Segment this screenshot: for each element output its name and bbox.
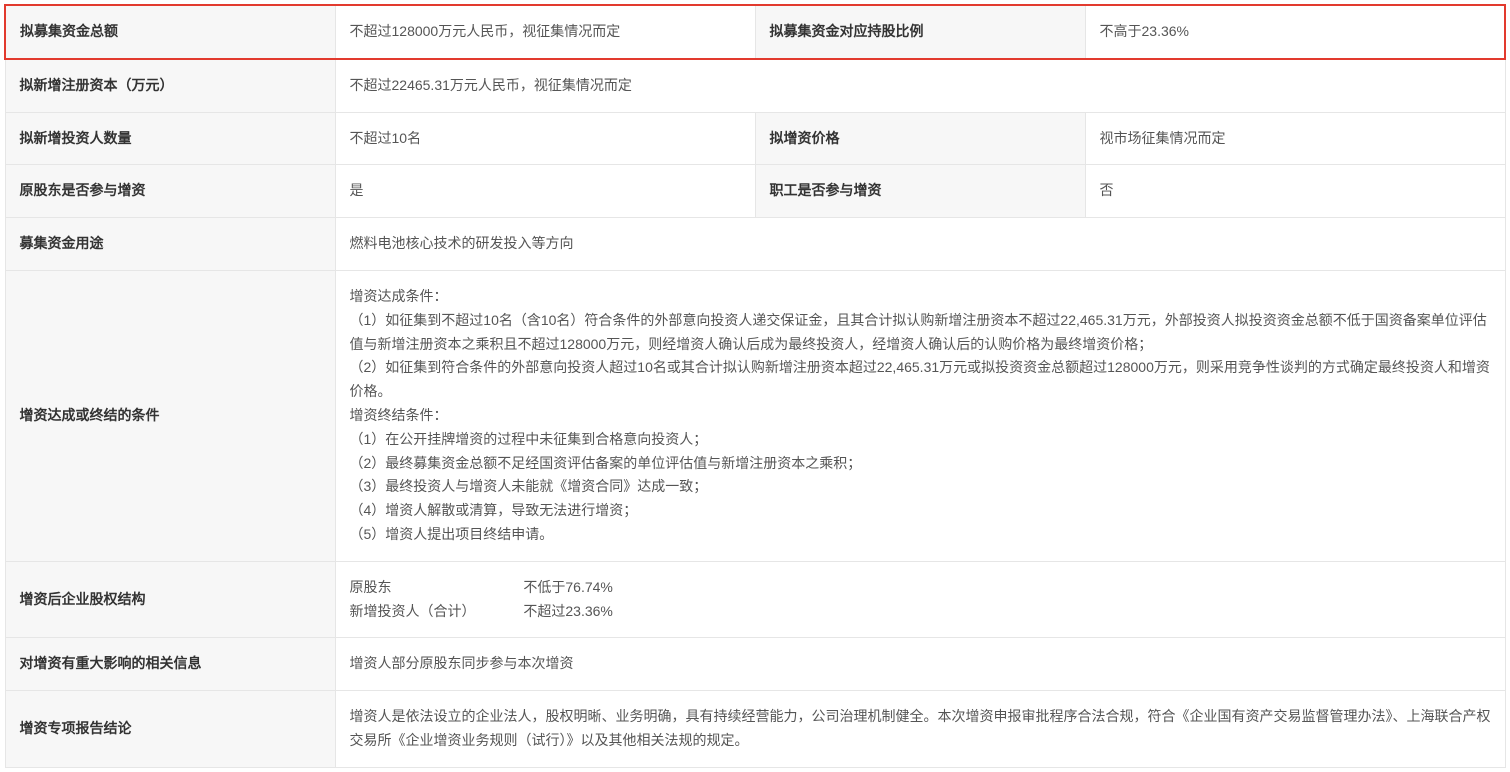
value-report-conclusion: 增资人是依法设立的企业法人，股权明晰、业务明确，具有持续经营能力，公司治理机制健… — [335, 691, 1505, 768]
label-orig-shareholder: 原股东是否参与增资 — [5, 165, 335, 218]
value-price: 视市场征集情况而定 — [1085, 112, 1505, 165]
value-conditions: 增资达成条件： （1）如征集到不超过10名（含10名）符合条件的外部意向投资人递… — [335, 270, 1505, 561]
info-table: 拟募集资金总额 不超过128000万元人民币，视征集情况而定 拟募集资金对应持股… — [4, 4, 1506, 768]
label-major-info: 对增资有重大影响的相关信息 — [5, 638, 335, 691]
label-investor-count: 拟新增投资人数量 — [5, 112, 335, 165]
row-fund-usage: 募集资金用途 燃料电池核心技术的研发投入等方向 — [5, 218, 1505, 271]
value-fund-usage: 燃料电池核心技术的研发投入等方向 — [335, 218, 1505, 271]
row-new-registered-capital: 拟新增注册资本（万元） 不超过22465.31万元人民币，视征集情况而定 — [5, 59, 1505, 112]
label-report-conclusion: 增资专项报告结论 — [5, 691, 335, 768]
equity-new-label: 新增投资人（合计） — [350, 600, 520, 624]
label-equity-structure: 增资后企业股权结构 — [5, 561, 335, 638]
label-new-capital: 拟新增注册资本（万元） — [5, 59, 335, 112]
label-share-ratio: 拟募集资金对应持股比例 — [755, 5, 1085, 59]
equity-orig-value: 不低于76.74% — [523, 579, 612, 595]
row-shareholder-participate: 原股东是否参与增资 是 职工是否参与增资 否 — [5, 165, 1505, 218]
label-fund-total: 拟募集资金总额 — [5, 5, 335, 59]
row-equity-structure: 增资后企业股权结构 原股东 不低于76.74% 新增投资人（合计） 不超过23.… — [5, 561, 1505, 638]
value-employee: 否 — [1085, 165, 1505, 218]
row-major-info: 对增资有重大影响的相关信息 增资人部分原股东同步参与本次增资 — [5, 638, 1505, 691]
value-new-capital: 不超过22465.31万元人民币，视征集情况而定 — [335, 59, 1505, 112]
row-conditions: 增资达成或终结的条件 增资达成条件： （1）如征集到不超过10名（含10名）符合… — [5, 270, 1505, 561]
value-equity-structure: 原股东 不低于76.74% 新增投资人（合计） 不超过23.36% — [335, 561, 1505, 638]
label-price: 拟增资价格 — [755, 112, 1085, 165]
row-report-conclusion: 增资专项报告结论 增资人是依法设立的企业法人，股权明晰、业务明确，具有持续经营能… — [5, 691, 1505, 768]
value-orig-shareholder: 是 — [335, 165, 755, 218]
label-employee: 职工是否参与增资 — [755, 165, 1085, 218]
value-fund-total: 不超过128000万元人民币，视征集情况而定 — [335, 5, 755, 59]
row-fundraising-total: 拟募集资金总额 不超过128000万元人民币，视征集情况而定 拟募集资金对应持股… — [5, 5, 1505, 59]
equity-line-2: 新增投资人（合计） 不超过23.36% — [350, 600, 1491, 624]
equity-line-1: 原股东 不低于76.74% — [350, 576, 1491, 600]
equity-orig-label: 原股东 — [350, 576, 520, 600]
value-share-ratio: 不高于23.36% — [1085, 5, 1505, 59]
label-conditions: 增资达成或终结的条件 — [5, 270, 335, 561]
equity-new-value: 不超过23.36% — [523, 603, 612, 619]
value-investor-count: 不超过10名 — [335, 112, 755, 165]
value-major-info: 增资人部分原股东同步参与本次增资 — [335, 638, 1505, 691]
row-investor-count: 拟新增投资人数量 不超过10名 拟增资价格 视市场征集情况而定 — [5, 112, 1505, 165]
label-fund-usage: 募集资金用途 — [5, 218, 335, 271]
